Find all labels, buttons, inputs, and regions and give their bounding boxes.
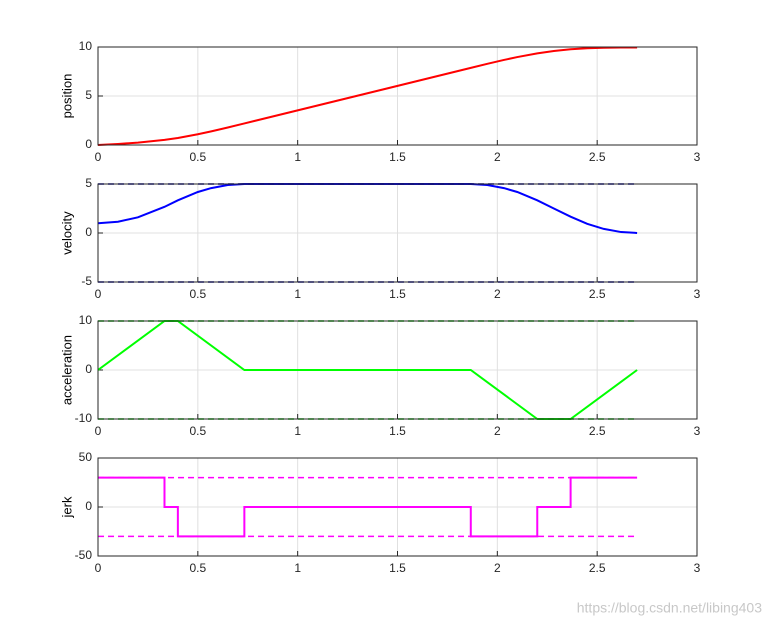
y-tick-label: 10 [79, 39, 93, 53]
x-tick-label: 2.5 [589, 424, 606, 438]
data-line [98, 476, 638, 538]
x-tick-label: 1.5 [389, 150, 406, 164]
y-tick-label: 5 [85, 176, 92, 190]
x-tick-label: 3 [694, 424, 701, 438]
x-tick-label: 1 [294, 287, 301, 301]
x-tick-label: 1 [294, 150, 301, 164]
data-line [97, 46, 638, 146]
x-tick-label: 2.5 [589, 287, 606, 301]
x-tick-label: 1 [294, 561, 301, 575]
x-tick-label: 1.5 [389, 561, 406, 575]
y-tick-label: 0 [85, 137, 92, 151]
axes-box [97, 320, 698, 420]
x-tick-label: 0.5 [189, 287, 206, 301]
x-tick-label: 0.5 [189, 561, 206, 575]
x-tick-label: 0 [95, 424, 102, 438]
x-tick-label: 2.5 [589, 561, 606, 575]
x-tick-label: 3 [694, 150, 701, 164]
y-tick-label: 50 [79, 450, 93, 464]
axes-box [97, 183, 698, 283]
x-tick-label: 2 [494, 561, 501, 575]
y-tick-label: 10 [79, 313, 93, 327]
x-tick-label: 1.5 [389, 424, 406, 438]
x-tick-label: 2 [494, 424, 501, 438]
x-tick-label: 3 [694, 287, 701, 301]
x-tick-label: 0 [95, 150, 102, 164]
axes-box [97, 457, 698, 557]
y-tick-label: 0 [85, 362, 92, 376]
y-axis-label: velocity [59, 211, 74, 255]
watermark: https://blog.csdn.net/libing403 [577, 600, 762, 616]
y-tick-label: -5 [81, 274, 92, 288]
x-tick-label: 1.5 [389, 287, 406, 301]
subplot: 0 0.5 1 1.5 2 2.5 3 0 5 10 position [59, 39, 700, 164]
y-tick-label: 5 [85, 88, 92, 102]
x-tick-label: 1 [294, 424, 301, 438]
y-axis-label: jerk [59, 496, 74, 518]
axes-box [97, 46, 698, 146]
x-tick-label: 3 [694, 561, 701, 575]
x-tick-label: 0 [95, 561, 102, 575]
y-tick-label: -50 [75, 548, 93, 562]
y-tick-label: -10 [75, 411, 93, 425]
x-tick-label: 0.5 [189, 150, 206, 164]
x-tick-label: 2 [494, 150, 501, 164]
x-tick-label: 2.5 [589, 150, 606, 164]
y-tick-label: 0 [85, 225, 92, 239]
x-tick-label: 2 [494, 287, 501, 301]
x-tick-label: 0 [95, 287, 102, 301]
y-tick-label: 0 [85, 499, 92, 513]
x-tick-label: 0.5 [189, 424, 206, 438]
y-axis-label: acceleration [59, 335, 74, 405]
y-axis-label: position [59, 74, 74, 119]
